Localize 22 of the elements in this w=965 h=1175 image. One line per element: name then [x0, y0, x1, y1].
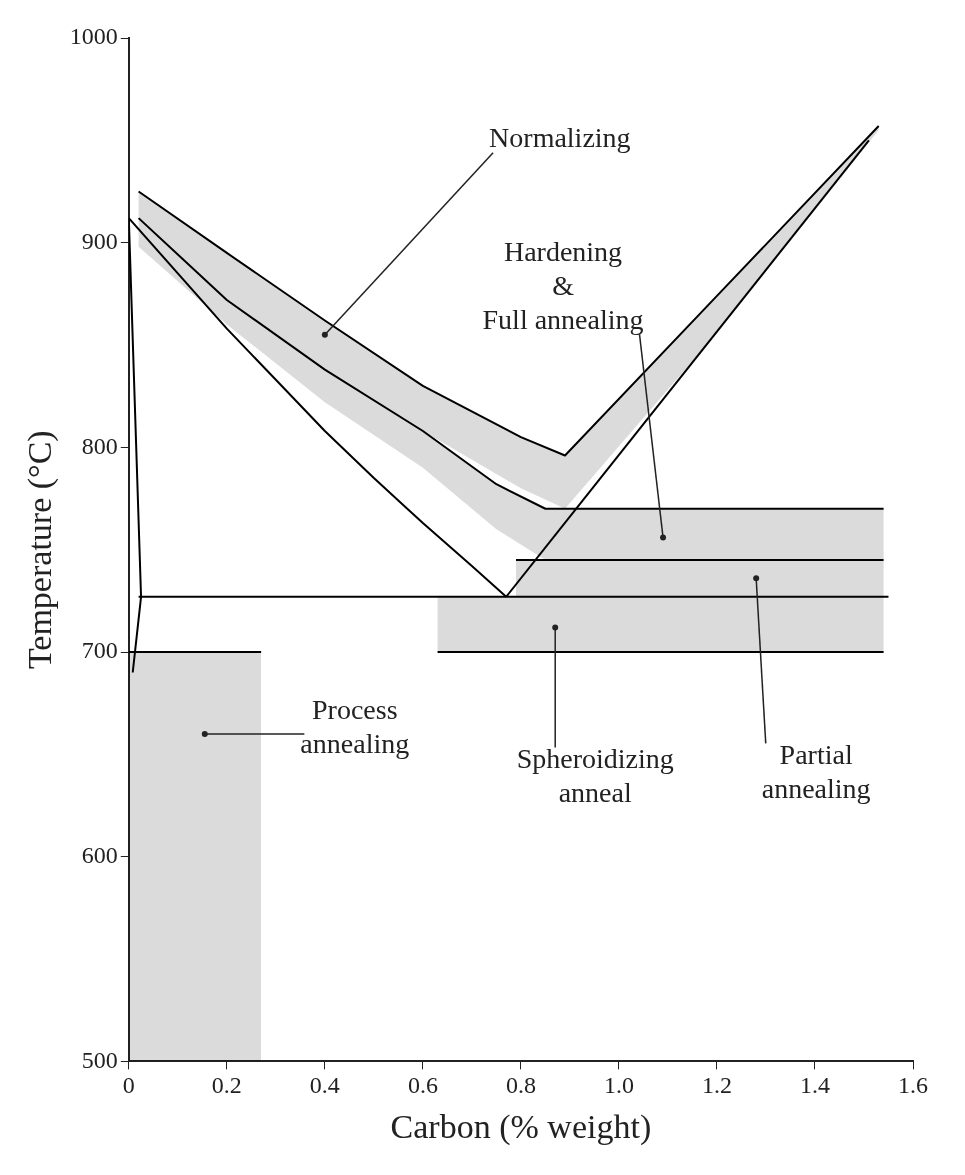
x-tick-label: 0.8	[505, 1072, 536, 1099]
y-tick-label: 800	[81, 432, 118, 459]
annotation: Partial annealing	[761, 738, 871, 804]
annotation: Process annealing	[300, 694, 410, 760]
y-tick-label: 700	[81, 637, 118, 664]
y-tick-label: 600	[81, 842, 118, 869]
y-tick-label: 900	[81, 227, 118, 254]
y-tick-label: 500	[81, 1046, 118, 1073]
x-tick-label: 1.4	[799, 1072, 830, 1099]
annotation: Normalizing	[489, 122, 631, 154]
x-tick-label: 0.6	[407, 1072, 438, 1099]
x-tick-label: 0	[122, 1072, 135, 1099]
x-tick-label: 0.2	[211, 1072, 242, 1099]
x-tick-label: 1.0	[603, 1072, 634, 1099]
annotation: Spheroidizing anneal	[516, 742, 674, 808]
annotation: Hardening & Full annealing	[482, 235, 644, 335]
y-axis-title: Temperature (°C)	[21, 430, 60, 670]
x-tick-label: 1.2	[701, 1072, 732, 1099]
y-tick-label: 1000	[69, 23, 118, 50]
x-tick-label: 0.4	[309, 1072, 340, 1099]
x-tick-label: 1.6	[898, 1072, 928, 1099]
x-axis-title: Carbon (% weight)	[390, 1107, 652, 1146]
